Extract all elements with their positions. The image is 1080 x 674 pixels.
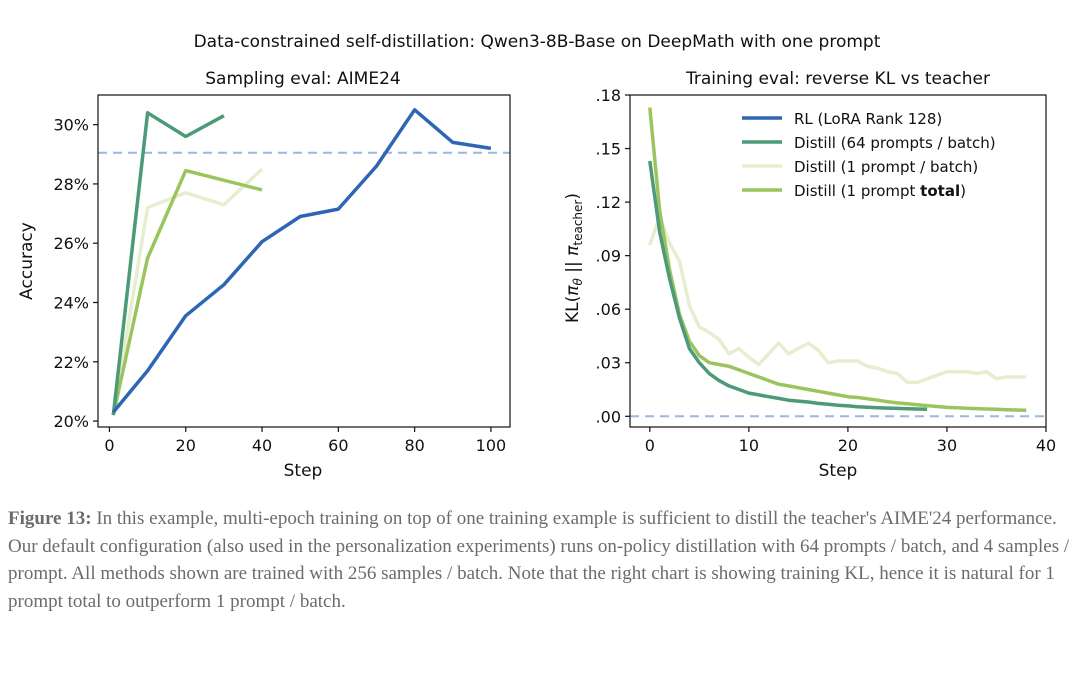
y-tick-label: 26% [53, 234, 89, 253]
y-tick-label: .00 [596, 407, 621, 426]
x-tick-label: 30 [937, 436, 957, 455]
y-tick-label: 30% [53, 116, 89, 135]
x-tick-label: 40 [1036, 436, 1056, 455]
y-tick-label: 24% [53, 294, 89, 313]
x-tick-label: 40 [252, 436, 272, 455]
legend-label-distill64: Distill (64 prompts / batch) [794, 134, 996, 152]
series-line-distill64 [648, 160, 928, 411]
y-tick-label: 22% [53, 353, 89, 372]
x-tick-label: 80 [404, 436, 424, 455]
y-tick-label: .06 [596, 300, 621, 319]
left-chart-title: Sampling eval: AIME24 [205, 69, 400, 89]
left-x-axis-label: Step [284, 461, 323, 480]
series-line-distill1total [111, 168, 263, 416]
series-line-distill1batch [648, 214, 1027, 385]
figure-caption: Figure 13: In this example, multi-epoch … [8, 505, 1072, 615]
x-tick-label: 60 [328, 436, 348, 455]
kl-chart: Training eval: reverse KL vs teacher 0 10… [563, 69, 1056, 480]
series-line-distill1batch [111, 167, 264, 416]
y-tick-label: .15 [596, 140, 621, 159]
series-line-distill64 [111, 111, 225, 416]
series-line-rl [111, 108, 492, 414]
caption-text: In this example, multi-epoch training on… [8, 508, 1070, 612]
y-tick-label: .09 [596, 247, 621, 266]
x-tick-label: 10 [739, 436, 759, 455]
y-tick-label: 28% [53, 175, 89, 194]
left-y-axis-label: Accuracy [17, 222, 37, 300]
legend-label-distill1batch: Distill (1 prompt / batch) [794, 158, 978, 176]
legend-label-rl: RL (LoRA Rank 128) [794, 110, 942, 128]
accuracy-chart: Sampling eval: AIME24 0 20 40 60 80 100 20% 22%… [17, 69, 511, 480]
left-plot-area: 0 20 40 60 80 100 20% 22% 24% 26% 28% 30% [53, 94, 511, 455]
right-plot-area: 0 10 20 30 40 .00 .03 .06 .09 .12 .15 .18 [596, 86, 1057, 455]
x-tick-label: 100 [476, 436, 507, 455]
figure: Data-constrained self-distillation: Qwen… [17, 32, 1056, 480]
right-chart-title: Training eval: reverse KL vs teacher [685, 69, 990, 89]
x-tick-label: 20 [838, 436, 858, 455]
plot-frame [97, 94, 511, 428]
y-tick-label: .18 [596, 86, 621, 105]
legend: RL (LoRA Rank 128) Distill (64 prompts / … [742, 110, 996, 200]
legend-label-distill1total: Distill (1 prompt total) [794, 182, 966, 200]
series-line-distill1total [648, 107, 1027, 412]
y-tick-label: 20% [53, 412, 89, 431]
y-tick-label: .03 [596, 354, 621, 373]
right-y-axis-label: KL(πθ || πteacher) [563, 193, 585, 323]
x-tick-label: 20 [176, 436, 196, 455]
x-tick-label: 0 [104, 436, 114, 455]
caption-label: Figure 13: [8, 508, 92, 529]
y-tick-label: .12 [596, 193, 621, 212]
right-x-axis-label: Step [819, 461, 858, 480]
plot-frame [629, 94, 1047, 428]
figure-suptitle: Data-constrained self-distillation: Qwen… [194, 32, 881, 52]
x-tick-label: 0 [645, 436, 655, 455]
